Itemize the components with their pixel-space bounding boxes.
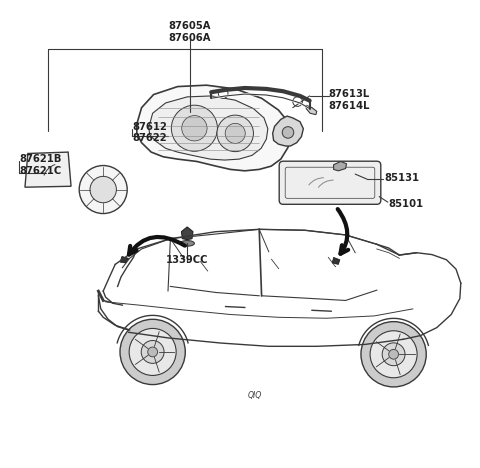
FancyBboxPatch shape bbox=[279, 161, 381, 205]
Text: 87613L
87614L: 87613L 87614L bbox=[329, 89, 370, 110]
Circle shape bbox=[382, 343, 405, 366]
Text: 87612
87622: 87612 87622 bbox=[132, 122, 167, 143]
Circle shape bbox=[120, 319, 185, 385]
Circle shape bbox=[217, 115, 253, 152]
Circle shape bbox=[389, 350, 398, 359]
Circle shape bbox=[293, 97, 302, 106]
Polygon shape bbox=[273, 116, 303, 146]
Text: 87621B
87621C: 87621B 87621C bbox=[19, 154, 61, 176]
Circle shape bbox=[90, 176, 117, 203]
Polygon shape bbox=[149, 96, 268, 160]
Circle shape bbox=[182, 116, 207, 141]
Circle shape bbox=[218, 89, 228, 98]
Circle shape bbox=[79, 166, 127, 213]
Polygon shape bbox=[120, 256, 129, 263]
Circle shape bbox=[370, 331, 417, 378]
Circle shape bbox=[129, 329, 176, 375]
Polygon shape bbox=[181, 227, 193, 240]
Polygon shape bbox=[334, 161, 347, 171]
Polygon shape bbox=[25, 152, 71, 187]
Text: 87605A
87606A: 87605A 87606A bbox=[168, 21, 211, 43]
Circle shape bbox=[282, 127, 294, 138]
Polygon shape bbox=[137, 85, 290, 171]
Circle shape bbox=[171, 105, 217, 151]
Polygon shape bbox=[306, 105, 317, 115]
Text: QIQ: QIQ bbox=[247, 391, 262, 400]
Text: 85101: 85101 bbox=[389, 199, 424, 209]
Text: 85131: 85131 bbox=[384, 173, 419, 183]
Circle shape bbox=[141, 341, 164, 363]
Circle shape bbox=[225, 124, 245, 143]
Ellipse shape bbox=[180, 241, 194, 246]
Circle shape bbox=[361, 322, 426, 387]
Text: 1339CC: 1339CC bbox=[166, 255, 208, 265]
Polygon shape bbox=[332, 257, 340, 264]
Circle shape bbox=[148, 347, 157, 357]
